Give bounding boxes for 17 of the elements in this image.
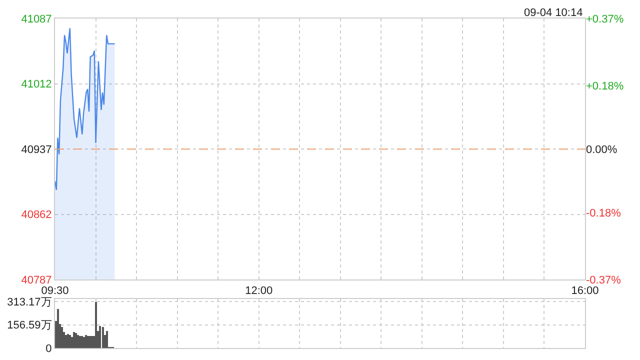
annotation: 09-04 10:14 — [524, 7, 583, 19]
y-tick-label: 41087 — [21, 13, 52, 26]
x-tick-label: 09:30 — [41, 284, 69, 297]
y-tick-label: 313.17万 — [7, 296, 52, 308]
y-tick-label: 40937 — [21, 144, 52, 156]
y-tick-label: 40862 — [21, 209, 52, 222]
y2-tick-label: +0.37% — [586, 13, 624, 26]
y2-tick-label: 0.00% — [586, 144, 618, 156]
y2-tick-label: -0.18% — [586, 207, 622, 220]
y2-tick-label: +0.18% — [586, 80, 624, 92]
x-tick-label: 16:00 — [571, 284, 599, 297]
y-tick-label: 40787 — [21, 274, 52, 286]
x-tick-label: 12:00 — [245, 284, 273, 297]
y-tick-label: 0 — [46, 342, 52, 355]
y-tick-label: 41012 — [21, 78, 52, 91]
y2-tick-label: -0.37% — [586, 274, 622, 286]
y-tick-label: 156.59万 — [7, 320, 52, 332]
